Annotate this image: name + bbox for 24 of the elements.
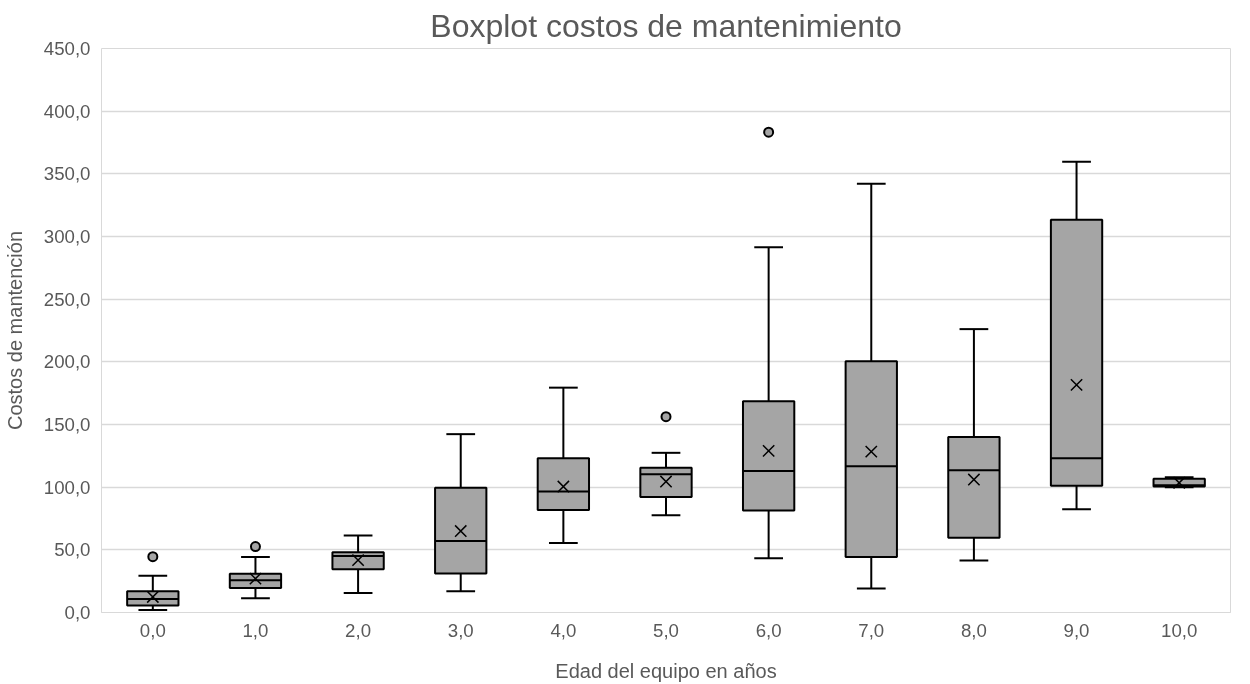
x-tick-label: 8,0 xyxy=(960,619,987,641)
y-tick-label: 100,0 xyxy=(43,476,91,498)
x-tick-label: 3,0 xyxy=(447,619,474,641)
y-tick-label: 50,0 xyxy=(54,539,91,561)
x-tick-label: 6,0 xyxy=(755,619,782,641)
x-tick-label: 2,0 xyxy=(345,619,372,641)
chart-title: Boxplot costos de mantenimiento xyxy=(430,7,902,44)
y-tick-label: 150,0 xyxy=(43,414,91,435)
y-tick-label: 450,0 xyxy=(43,38,91,59)
x-tick-label: 4,0 xyxy=(550,619,577,641)
y-axis-title: Costos de mantención xyxy=(3,230,26,430)
x-tick-label: 5,0 xyxy=(653,619,679,641)
x-tick-label: 1,0 xyxy=(242,619,269,641)
x-tick-label: 7,0 xyxy=(858,619,885,641)
x-tick-label: 9,0 xyxy=(1063,619,1090,641)
y-tick-label: 200,0 xyxy=(43,351,91,373)
y-tick-label: 350,0 xyxy=(43,163,91,185)
x-axis-title: Edad del equipo en años xyxy=(555,659,777,682)
x-tick-label: 10,0 xyxy=(1161,619,1198,641)
y-tick-label: 250,0 xyxy=(43,288,91,310)
y-tick-label: 400,0 xyxy=(43,100,91,122)
y-tick-label: 300,0 xyxy=(43,226,91,247)
y-tick-label: 0,0 xyxy=(64,602,91,623)
x-tick-label: 0,0 xyxy=(139,619,166,641)
